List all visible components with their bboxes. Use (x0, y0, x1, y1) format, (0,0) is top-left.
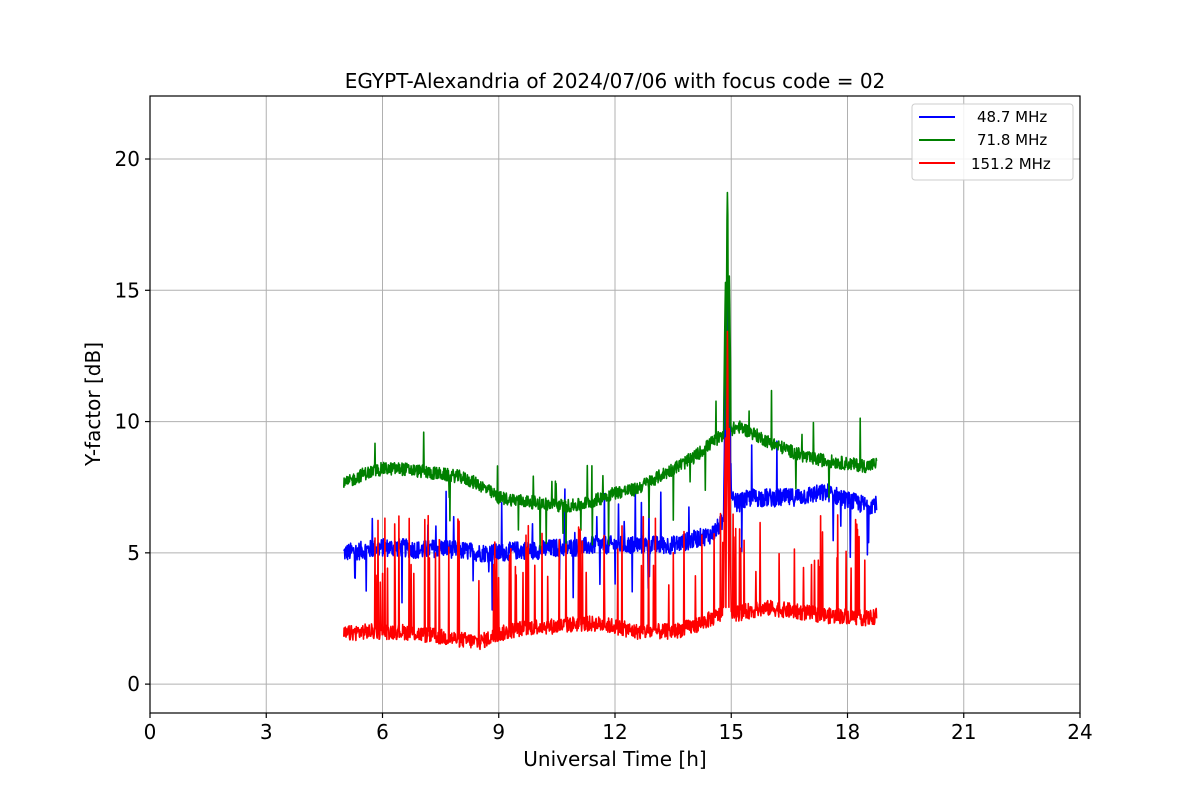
legend-label-151-2-mhz: 151.2 MHz (971, 155, 1051, 173)
x-tick-label: 3 (260, 720, 273, 744)
x-axis-label: Universal Time [h] (523, 747, 706, 771)
legend: 48.7 MHz 71.8 MHz 151.2 MHz (911, 103, 1074, 181)
y-tick-label: 15 (115, 278, 140, 302)
series-line-151-2-mhz (343, 330, 878, 651)
y-axis-label: Y-factor [dB] (81, 342, 105, 467)
series-line-71-8-mhz (343, 191, 878, 553)
series-line-48-7-mhz (343, 243, 878, 611)
x-tick-label: 18 (835, 720, 860, 744)
x-tick-label: 15 (719, 720, 744, 744)
y-tick-label: 0 (127, 672, 140, 696)
legend-box (911, 103, 1074, 181)
x-tick-label: 9 (492, 720, 505, 744)
x-tick-label: 12 (602, 720, 627, 744)
legend-label-48-7-mhz: 48.7 MHz (977, 108, 1047, 126)
series-lines (343, 191, 878, 651)
x-tick-label: 21 (951, 720, 976, 744)
chart-title: EGYPT-Alexandria of 2024/07/06 with focu… (345, 69, 886, 93)
x-tick-label: 24 (1067, 720, 1092, 744)
legend-label-71-8-mhz: 71.8 MHz (977, 131, 1047, 149)
y-tick-label: 5 (127, 541, 140, 565)
y-tick-label: 10 (115, 410, 140, 434)
axis-ticks: 0 3 6 9 12 15 18 21 24 0 5 10 15 20 (115, 147, 1093, 744)
x-tick-label: 0 (144, 720, 157, 744)
x-tick-label: 6 (376, 720, 389, 744)
y-tick-label: 20 (115, 147, 140, 171)
